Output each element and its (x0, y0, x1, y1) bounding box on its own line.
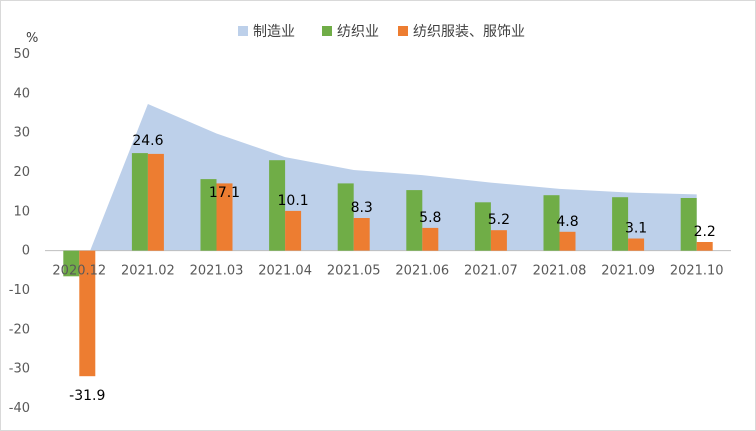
bar-textile (406, 190, 423, 251)
y-tick-label: -40 (9, 401, 30, 416)
x-tick-label: 2021.03 (190, 264, 244, 279)
data-label-apparel: 24.6 (132, 133, 163, 149)
y-tick-label: 0 (22, 244, 30, 259)
legend-textile-swatch (322, 26, 332, 36)
bar-textile (612, 197, 629, 251)
legend-textile-label: 纺织业 (337, 24, 379, 40)
x-tick-label: 2021.04 (258, 264, 312, 279)
bar-apparel (422, 227, 439, 251)
legend-apparel-swatch (398, 26, 408, 36)
legend-manufacturing-label: 制造业 (253, 24, 295, 40)
y-tick-label: 30 (13, 126, 30, 141)
x-tick-label: 2021.10 (670, 264, 724, 279)
bar-textile (474, 202, 491, 251)
bar-textile (200, 179, 217, 251)
y-tick-label: 20 (13, 165, 30, 180)
x-tick-label: 2020.12 (52, 264, 106, 279)
data-label-apparel: 2.2 (694, 224, 716, 240)
legend-manufacturing-swatch (238, 26, 248, 36)
y-tick-label: -20 (9, 322, 30, 337)
bar-textile (543, 195, 560, 251)
bar-apparel (285, 210, 302, 251)
bar-apparel (490, 230, 507, 251)
y-tick-label: 10 (13, 204, 30, 219)
data-label-apparel: 10.1 (278, 193, 309, 209)
bar-apparel (559, 231, 576, 251)
data-label-apparel: -31.9 (69, 388, 105, 404)
area-series-manufacturing (79, 104, 697, 279)
y-tick-label: 50 (13, 47, 30, 62)
data-label-apparel: 17.1 (209, 185, 240, 201)
data-label-apparel: 5.2 (488, 212, 510, 228)
bar-apparel (628, 238, 645, 251)
bar-apparel (696, 242, 713, 251)
y-tick-label: -30 (9, 362, 30, 377)
y-tick-label: -10 (9, 283, 30, 298)
data-label-apparel: 4.8 (556, 214, 578, 230)
bar-apparel (147, 153, 164, 251)
x-tick-label: 2021.05 (327, 264, 381, 279)
x-tick-label: 2021.08 (533, 264, 587, 279)
x-tick-label: 2021.02 (121, 264, 175, 279)
legend-apparel-label: 纺织服装、服饰业 (413, 24, 525, 40)
bar-textile (63, 250, 80, 277)
x-tick-label: 2021.06 (395, 264, 449, 279)
bar-textile (680, 198, 697, 251)
y-unit-label: % (26, 31, 38, 46)
bar-apparel (216, 183, 233, 251)
bar-textile (337, 183, 354, 251)
bar-textile (269, 160, 286, 251)
x-tick-label: 2021.09 (601, 264, 655, 279)
x-tick-label: 2021.07 (464, 264, 518, 279)
y-tick-label: 40 (13, 86, 30, 101)
data-label-apparel: 3.1 (625, 221, 647, 237)
bar-textile (131, 153, 148, 251)
bar-apparel (353, 218, 370, 251)
data-label-apparel: 5.8 (419, 210, 441, 226)
bar-apparel (79, 250, 96, 377)
data-label-apparel: 8.3 (351, 200, 373, 216)
